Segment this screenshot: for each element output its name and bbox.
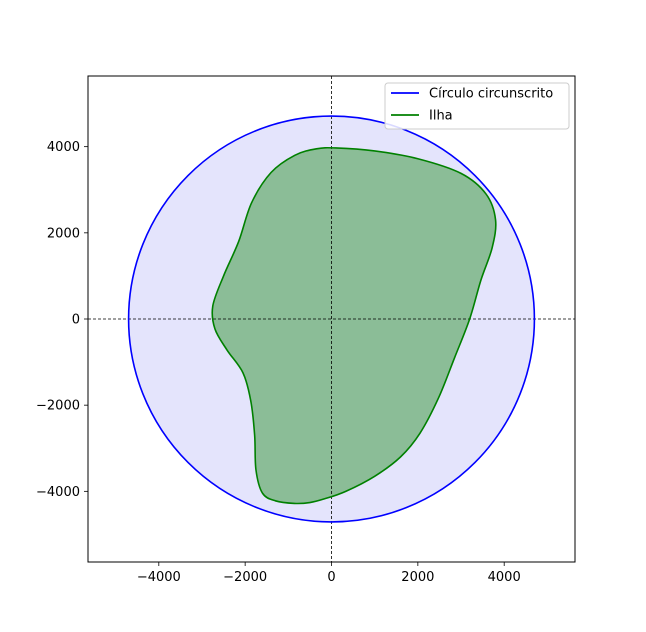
legend-box	[384, 82, 570, 130]
x-axis: −4000 −2000 0 2000 4000	[137, 562, 521, 585]
x-tick-label: 4000	[488, 570, 521, 585]
x-tick-label: −4000	[137, 570, 181, 585]
plot-lines	[127, 115, 536, 523]
y-axis: −4000 −2000 0 2000 4000	[36, 140, 88, 500]
island-fill	[212, 147, 496, 504]
legend-label: Ilha	[429, 109, 453, 124]
y-tick-label: 2000	[47, 226, 80, 241]
circle-line	[127, 115, 536, 523]
legend-label: Círculo circunscrito	[429, 87, 553, 102]
y-tick-label: −4000	[36, 485, 80, 500]
y-tick-label: 0	[72, 313, 80, 328]
y-tick-label: −2000	[36, 399, 80, 414]
x-tick-label: −2000	[223, 570, 267, 585]
crosshair-lines	[88, 76, 575, 562]
x-tick-label: 0	[327, 570, 335, 585]
x-tick-label: 2000	[401, 570, 434, 585]
legend: Círculo circunscrito Ilha	[384, 82, 570, 130]
island-line	[211, 146, 497, 505]
y-tick-label: 4000	[47, 140, 80, 155]
